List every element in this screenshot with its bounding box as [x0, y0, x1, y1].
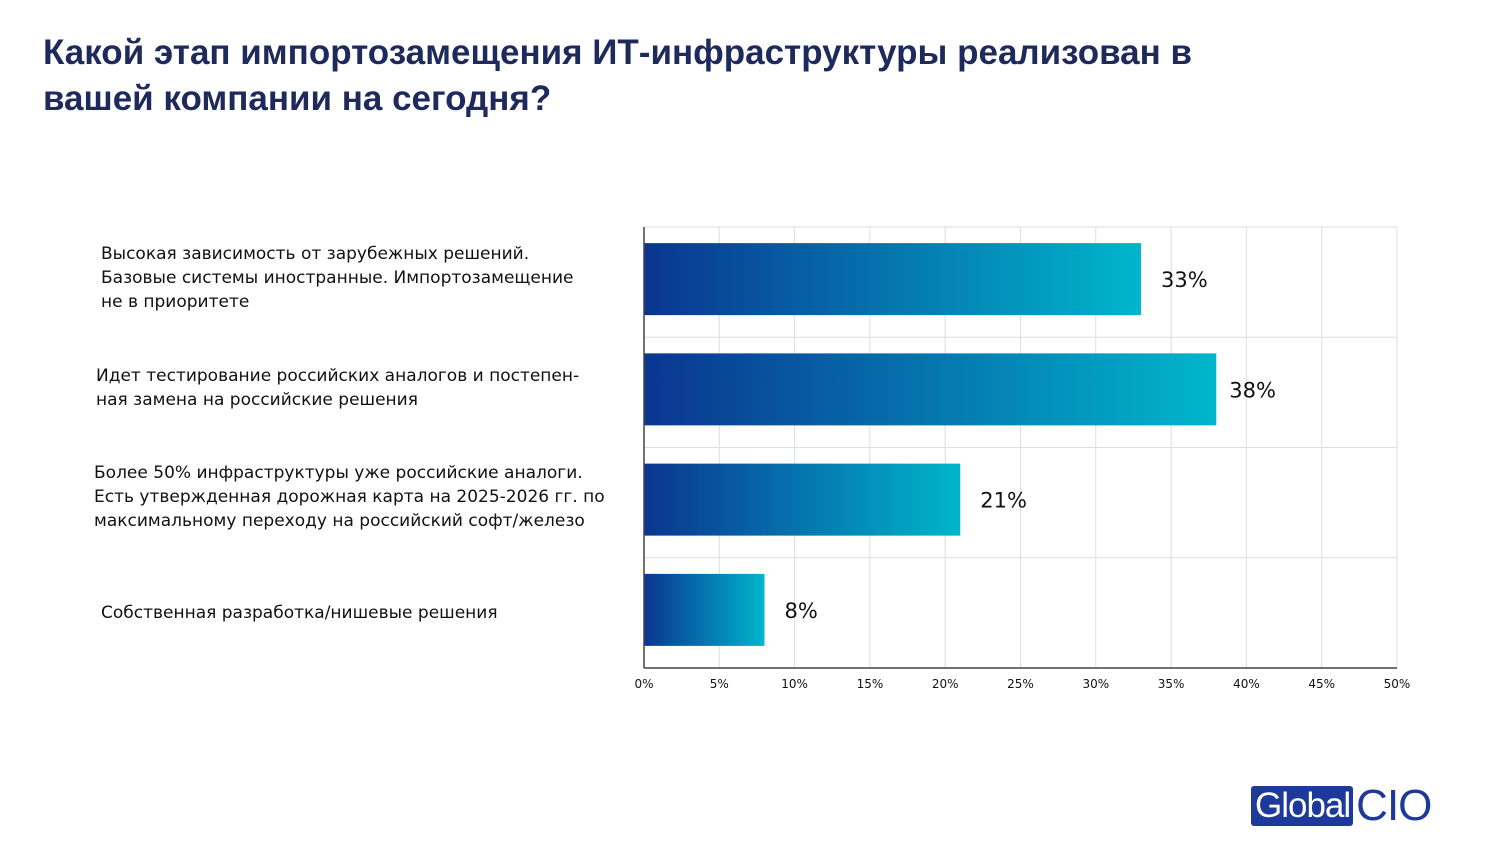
x-tick-label: 30%: [1082, 677, 1109, 691]
x-tick-label: 5%: [710, 677, 729, 691]
bar: [644, 243, 1141, 316]
logo-global-text: Global: [1251, 786, 1354, 826]
bar: [644, 573, 765, 646]
x-tick-label: 10%: [781, 677, 808, 691]
logo-cio-text: CIO: [1356, 781, 1432, 830]
category-label: Более 50% инфраструктуры уже российские …: [94, 463, 605, 531]
category-label: Идет тестирование российских аналогов и …: [96, 366, 580, 410]
bar: [644, 353, 1217, 426]
globalcio-logo: Global CIO: [1251, 781, 1432, 830]
data-label: 8%: [784, 599, 817, 623]
x-tick-label: 0%: [634, 677, 653, 691]
data-label: 21%: [980, 489, 1027, 513]
x-tick-label: 25%: [1007, 677, 1034, 691]
page-title: Какой этап импортозамещения ИТ-инфрастру…: [43, 33, 1192, 118]
x-tick-label: 50%: [1384, 677, 1411, 691]
category-label: Высокая зависимость от зарубежных решени…: [101, 244, 574, 312]
data-label: 38%: [1229, 378, 1276, 402]
data-label: 33%: [1161, 268, 1208, 292]
x-tick-label: 35%: [1158, 677, 1185, 691]
bar: [644, 463, 961, 536]
category-label: Собственная разработка/нишевые решения: [101, 603, 498, 623]
x-tick-label: 40%: [1233, 677, 1260, 691]
x-tick-label: 45%: [1308, 677, 1335, 691]
x-tick-label: 15%: [857, 677, 884, 691]
bar-chart: 33% 38% 21% 8% 0% 5% 10% 15% 20% 25% 30% 35% 40% 45%…: [634, 226, 1411, 691]
x-tick-label: 20%: [932, 677, 959, 691]
